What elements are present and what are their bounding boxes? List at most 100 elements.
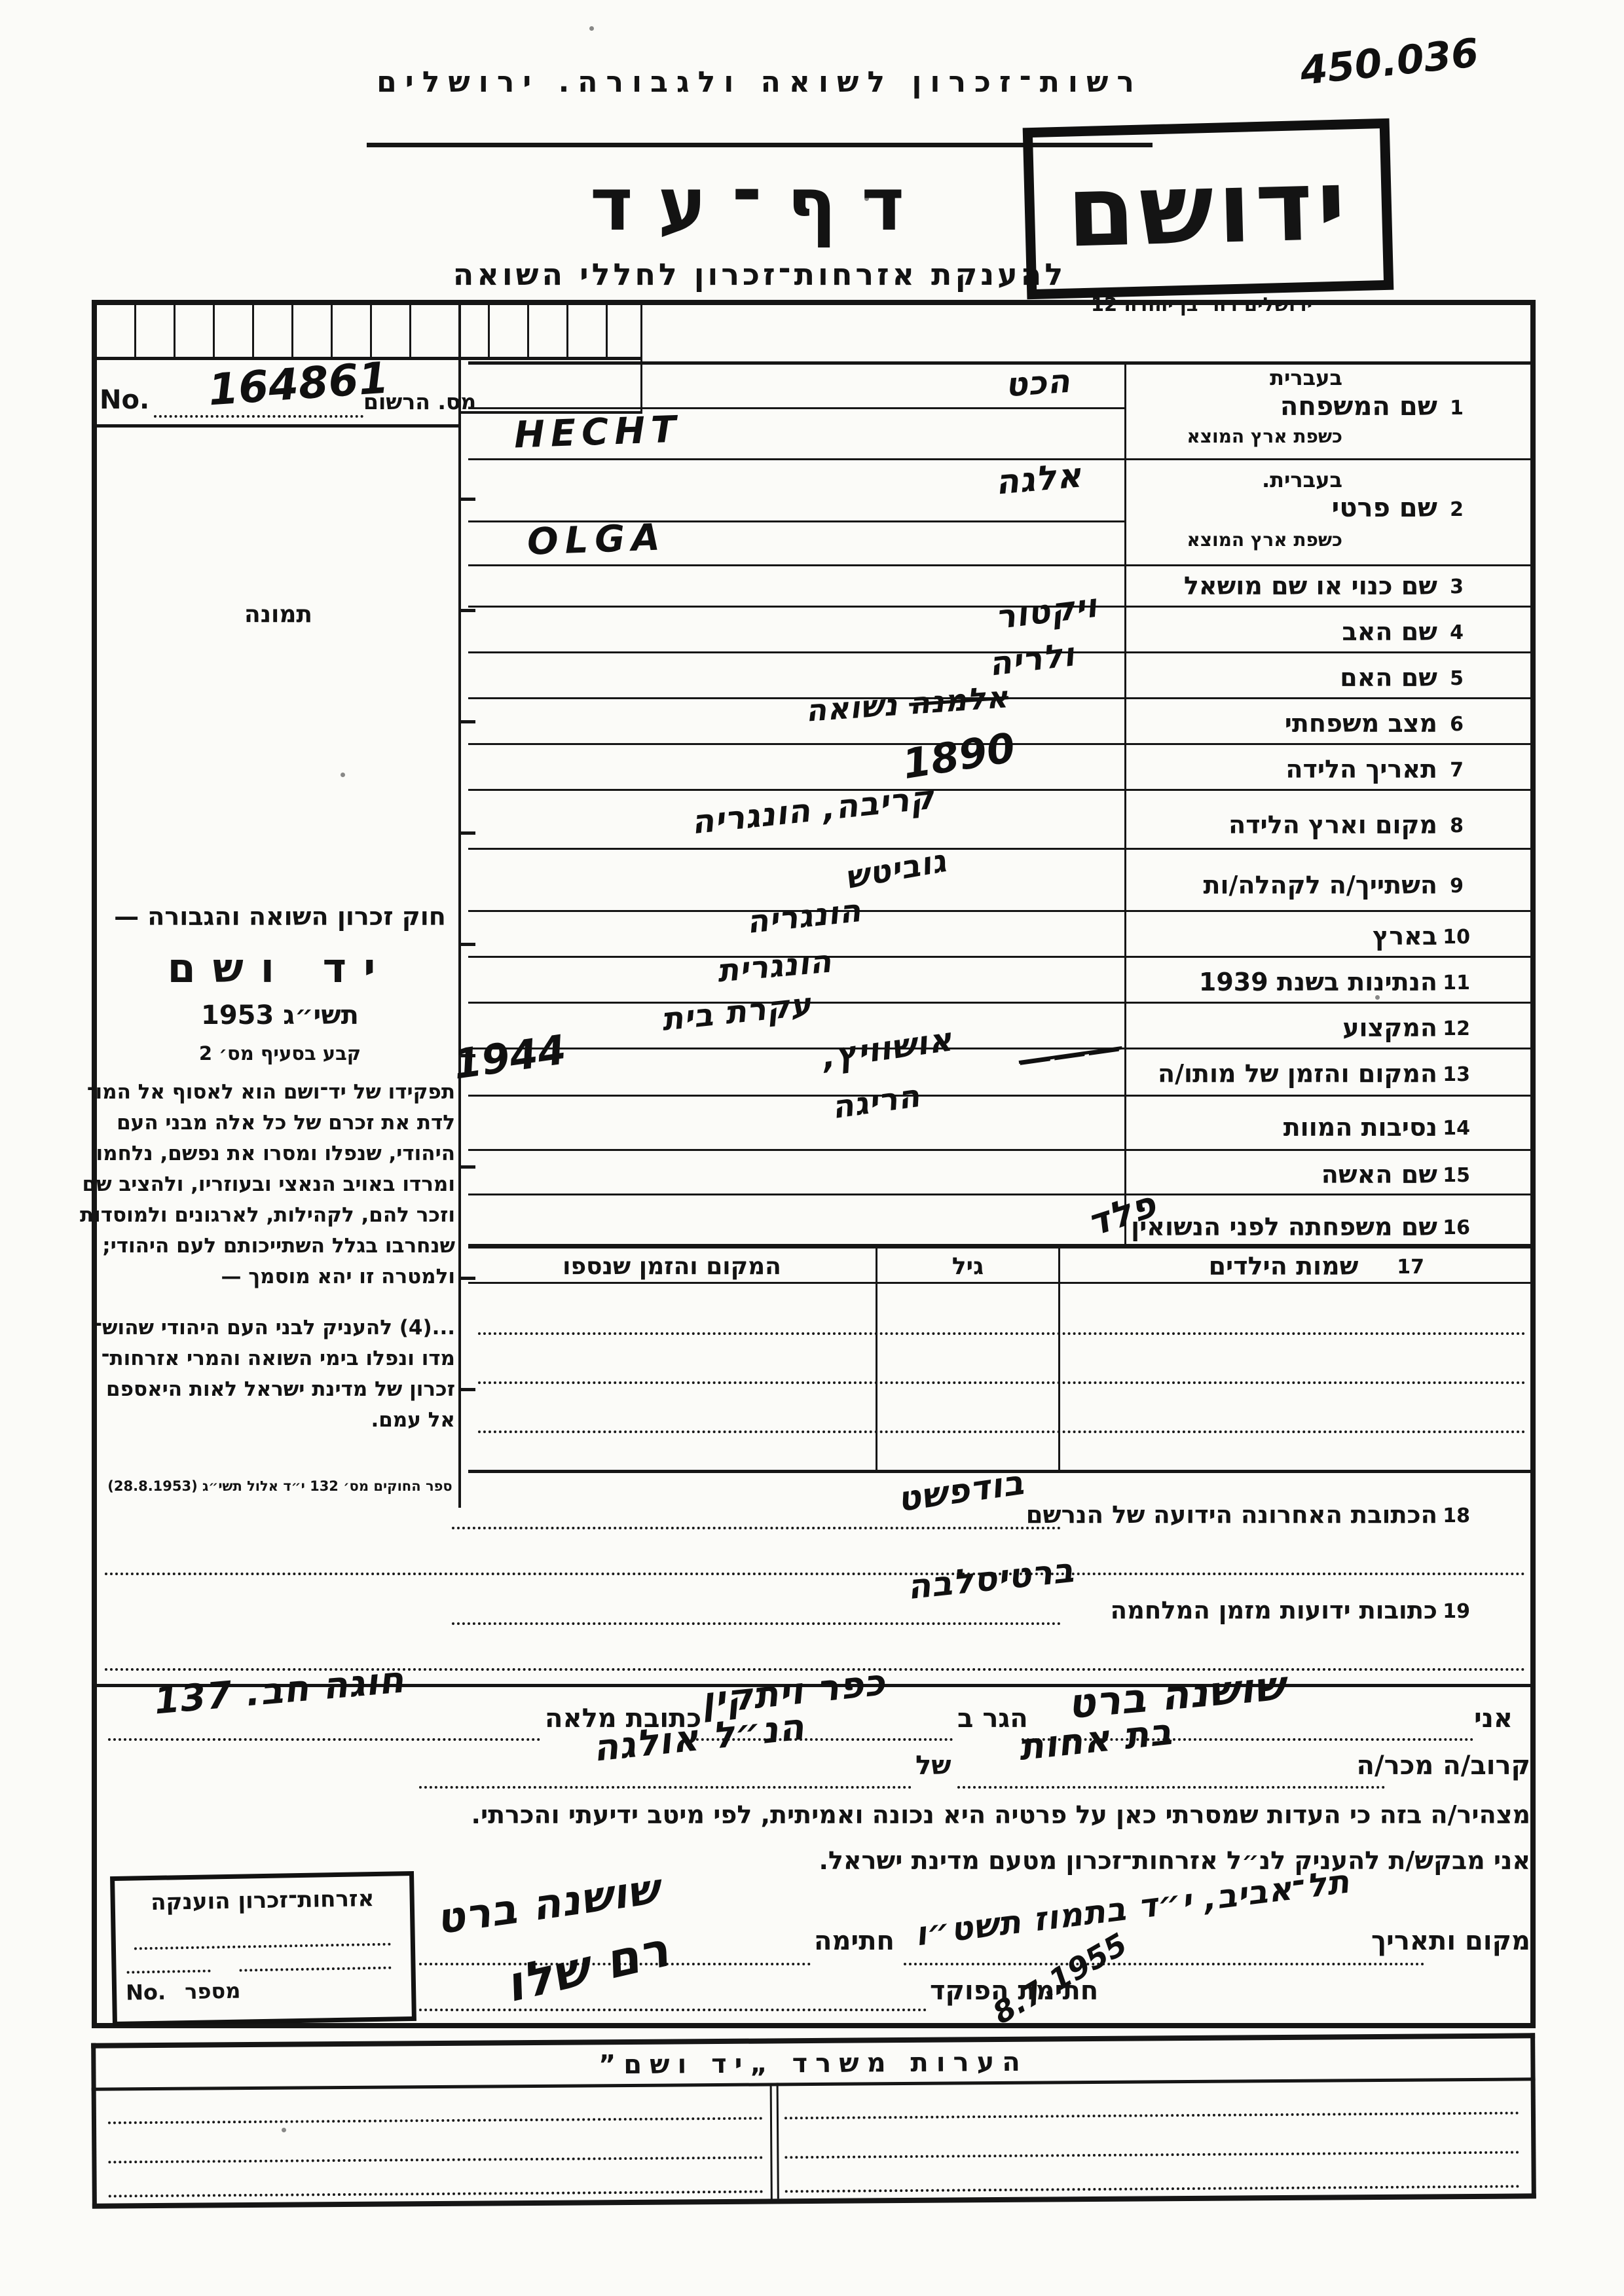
form-subtitle: להענקת אזרחות־זכרון לחללי השואה: [452, 257, 1067, 292]
row7-bottom-rule: [468, 789, 1530, 791]
law-paragraph-line: שנחרבו בגלל השתייכותם לעם היהודי;: [102, 1234, 455, 1258]
main-box-border-left: [92, 300, 97, 2028]
cell-strip-divider: [252, 305, 254, 357]
cell-strip-divider: [291, 305, 293, 357]
authority-underline: [367, 143, 1153, 147]
field-3-number: 3: [1450, 575, 1464, 598]
death-place-struck-handwriting: ———: [1016, 1027, 1125, 1081]
divider-tick: [461, 609, 475, 612]
surname-hebrew-handwriting: הכט: [1004, 361, 1072, 405]
law-paragraph-line: זכרון של מדינת ישראל לאות היאספם: [106, 1377, 455, 1401]
field-16-number: 16: [1443, 1216, 1470, 1239]
field-7-number: 7: [1450, 759, 1464, 782]
citizenship-number-labels: No. מספר: [126, 1978, 241, 2005]
birthplace-handwriting: קריבה, הונגריה: [689, 778, 936, 842]
row5-bottom-rule: [468, 697, 1530, 699]
row10-bottom-rule: [468, 956, 1530, 958]
law-paragraph-line: ומרדו באויב הנאצי ובעוזריו, ולהציב שם: [82, 1173, 455, 1196]
remarks-dotline-left: [108, 2190, 764, 2198]
of-whom-dotline: [419, 1786, 912, 1789]
field-6-number: 6: [1450, 713, 1464, 736]
main-box-border-bottom: [92, 2023, 1536, 2028]
law-paragraph-line: ולמטרה זו יהא מוסמך —: [221, 1265, 455, 1288]
declaration-relation-label: קרוב/ה מכר/ה: [1356, 1751, 1530, 1781]
field-16-label: שם משפחתה לפני הנשואין: [1131, 1212, 1437, 1241]
main-box-border-right: [1530, 300, 1536, 2028]
law-paragraph-line: תפקידו של יד־ושם הוא לאסוף אל המו־: [86, 1080, 455, 1104]
field-19-number: 19: [1443, 1600, 1470, 1623]
mother-name-handwriting: ולריה: [986, 635, 1077, 683]
row1-top-rule: [468, 361, 1530, 365]
field-1-above-label: בעברית: [1270, 365, 1342, 390]
divider-tick: [461, 1388, 475, 1391]
scan-speck: [864, 196, 869, 201]
yad-vashem-logo-text: ידושם: [1065, 148, 1352, 270]
form-title: דף־עד: [589, 162, 930, 247]
nationality-1939-handwriting: הונגרית: [715, 943, 834, 990]
remarks-dotline-right: [784, 2111, 1519, 2120]
row9-bottom-rule: [468, 910, 1530, 912]
field-1-below-label: כשפת ארץ המוצא: [1187, 426, 1342, 447]
relation-dotline: [957, 1786, 1385, 1789]
country-handwriting: הונגריה: [745, 892, 864, 941]
law-paragraph-line: לדת את זכרם של כל אלה מבני העם: [117, 1111, 455, 1135]
row4-bottom-rule: [468, 651, 1530, 653]
scan-speck: [1375, 995, 1380, 1000]
divider-tick: [461, 498, 475, 501]
left-column-divider: [458, 300, 461, 1508]
declaration-separator-rule: [97, 1684, 1530, 1687]
field-11-number: 11: [1443, 972, 1470, 994]
firstname-hebrew-handwriting: אלגה: [993, 456, 1084, 503]
law-paragraph-line: היהודי, שנפלו ומסרו את נפשם, נלחמו: [96, 1142, 455, 1165]
cell-strip-right-edge: [640, 305, 642, 412]
remarks-box: הערות משרד „יד ושם”: [91, 2033, 1536, 2209]
residence-dotline: [691, 1738, 953, 1741]
photo-area-top-line: [460, 411, 642, 414]
children-table-row-dotline: [478, 1332, 1526, 1335]
field-1-number: 1: [1450, 397, 1464, 420]
birth-year-handwriting: 1890: [899, 723, 1019, 789]
field-19-dotline: [452, 1622, 1061, 1625]
field-18-continuation-dotline: [105, 1573, 1526, 1575]
children-table-top-rule: [468, 1244, 1530, 1248]
firstname-latin-handwriting: OLGA: [526, 516, 667, 564]
law-paragraph-line: ...(4) להעניק לבני העם היהודי שהוש־: [94, 1316, 455, 1339]
field-8-label: מקום וארץ הלידה: [1228, 811, 1437, 839]
marital-status-handwriting: אלמנה נשואה: [804, 679, 1009, 729]
field-19-label: כתובות ידועות מזמן המלחמה: [1110, 1596, 1437, 1624]
cell-strip-divider: [370, 305, 372, 357]
field-2-label: שם פרטי: [1331, 493, 1437, 523]
clerk-signature-handwriting: רם שלו: [500, 1921, 674, 2014]
row12-bottom-rule: [468, 1048, 1530, 1049]
field-9-label: השתייך/ה לקהלה/ות: [1203, 871, 1437, 900]
remarks-dotline-right: [784, 2185, 1520, 2193]
row13-bottom-rule: [468, 1095, 1530, 1097]
main-box-border-top: [92, 300, 1536, 305]
declaration-resides-label: הגר ב: [957, 1704, 1028, 1734]
law-heading: חוק זכרון השואה והגבורה —: [114, 902, 446, 931]
remarks-dotline-left: [108, 2156, 764, 2164]
signature-dotline: [419, 1963, 811, 1965]
death-place-handwriting: אושוויץ,: [819, 1020, 955, 1076]
divider-tick: [461, 1054, 475, 1057]
children-table-row-dotline: [478, 1381, 1526, 1384]
law-year: תשי״ג 1953: [201, 1000, 359, 1030]
citizenship-no-label-latin: No.: [125, 1979, 166, 2005]
remarks-center-divider: [769, 2083, 773, 2199]
cell-strip-divider: [409, 305, 411, 357]
divider-tick: [461, 1277, 475, 1280]
field-13-label: המקום והזמן של מותו/ה: [1157, 1059, 1437, 1088]
remarks-title: הערות משרד „יד ושם”: [598, 2047, 1028, 2081]
citizenship-number-dotline: [126, 1969, 211, 1974]
field-10-number: 10: [1443, 926, 1470, 949]
divider-tick: [461, 831, 475, 835]
field-10-label: בארץ: [1373, 922, 1437, 951]
cell-strip-divider: [527, 305, 529, 357]
row6-bottom-rule: [468, 743, 1530, 745]
law-source: ספר החוקים מס׳ 132 י״ד אלול תשי״ג (28.8.…: [107, 1478, 452, 1494]
row1-bottom-rule: [468, 458, 1530, 460]
fill-area-right-divider: [1124, 361, 1126, 1244]
scan-speck: [589, 26, 594, 31]
row2-bottom-rule: [468, 564, 1530, 566]
